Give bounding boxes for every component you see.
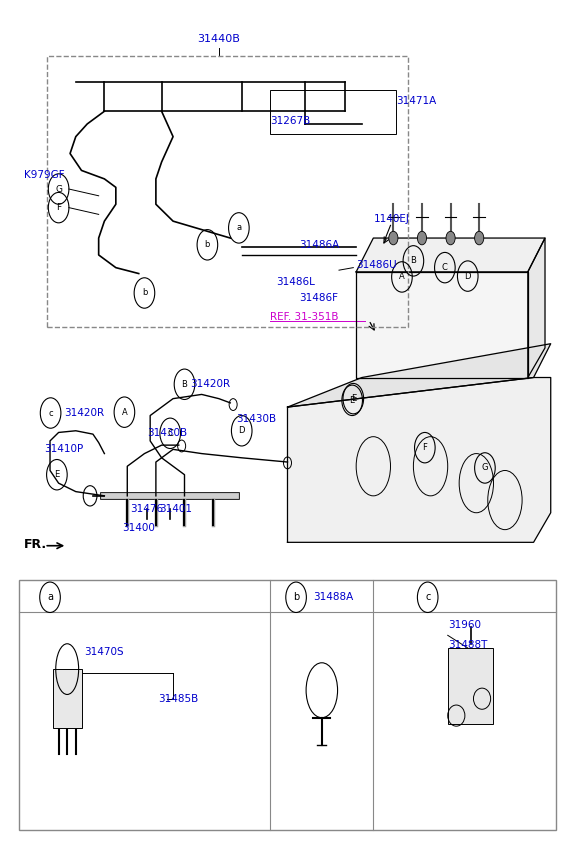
Text: D: D	[465, 271, 471, 281]
Circle shape	[417, 232, 427, 245]
Text: E: E	[351, 394, 356, 403]
Circle shape	[474, 232, 484, 245]
Text: b: b	[293, 592, 299, 602]
Text: C: C	[167, 429, 173, 438]
Text: b: b	[142, 288, 147, 298]
Text: 31410P: 31410P	[44, 444, 83, 455]
Text: 31400: 31400	[122, 523, 155, 533]
Text: 31471A: 31471A	[396, 96, 436, 106]
Text: 31488T: 31488T	[448, 640, 487, 650]
Text: B: B	[411, 256, 416, 265]
Text: E: E	[54, 470, 60, 479]
Text: 31486L: 31486L	[276, 277, 315, 287]
FancyBboxPatch shape	[448, 648, 493, 724]
Polygon shape	[356, 238, 545, 272]
Polygon shape	[288, 377, 551, 543]
Text: b: b	[205, 240, 210, 249]
Text: B: B	[182, 380, 187, 388]
Text: a: a	[47, 592, 53, 602]
Circle shape	[389, 232, 398, 245]
Text: 1140EJ: 1140EJ	[373, 215, 409, 225]
Text: 31486U: 31486U	[356, 260, 397, 271]
Text: G: G	[55, 185, 62, 193]
Text: K979GF: K979GF	[24, 170, 65, 180]
Text: 31420R: 31420R	[190, 379, 231, 389]
Text: A: A	[121, 408, 127, 416]
Text: E: E	[350, 396, 355, 404]
Polygon shape	[288, 343, 551, 407]
Text: 31486F: 31486F	[299, 293, 338, 303]
Text: 31267B: 31267B	[270, 116, 311, 126]
Text: 31430B: 31430B	[236, 414, 276, 424]
Text: A: A	[399, 272, 405, 282]
Text: 31476: 31476	[130, 504, 163, 514]
Text: 31488A: 31488A	[313, 592, 354, 602]
Polygon shape	[356, 272, 528, 377]
Text: 31401: 31401	[159, 504, 191, 514]
Text: FR.: FR.	[24, 538, 47, 550]
Text: 31420R: 31420R	[64, 408, 105, 418]
Text: 31440B: 31440B	[197, 35, 240, 44]
Text: C: C	[442, 263, 448, 272]
FancyBboxPatch shape	[53, 669, 82, 728]
Polygon shape	[528, 238, 545, 377]
Circle shape	[446, 232, 455, 245]
Text: 31485B: 31485B	[159, 694, 199, 704]
Text: c: c	[425, 592, 430, 602]
Text: c: c	[48, 409, 53, 417]
Text: a: a	[236, 223, 242, 232]
Text: G: G	[482, 464, 488, 472]
Text: 31486A: 31486A	[299, 240, 339, 250]
Text: REF. 31-351B: REF. 31-351B	[270, 312, 339, 321]
Text: 31960: 31960	[448, 620, 481, 630]
Text: F: F	[423, 444, 427, 452]
Text: D: D	[239, 427, 245, 435]
Text: 31470S: 31470S	[85, 647, 124, 657]
Text: 31430B: 31430B	[147, 428, 187, 438]
Text: F: F	[56, 204, 61, 212]
